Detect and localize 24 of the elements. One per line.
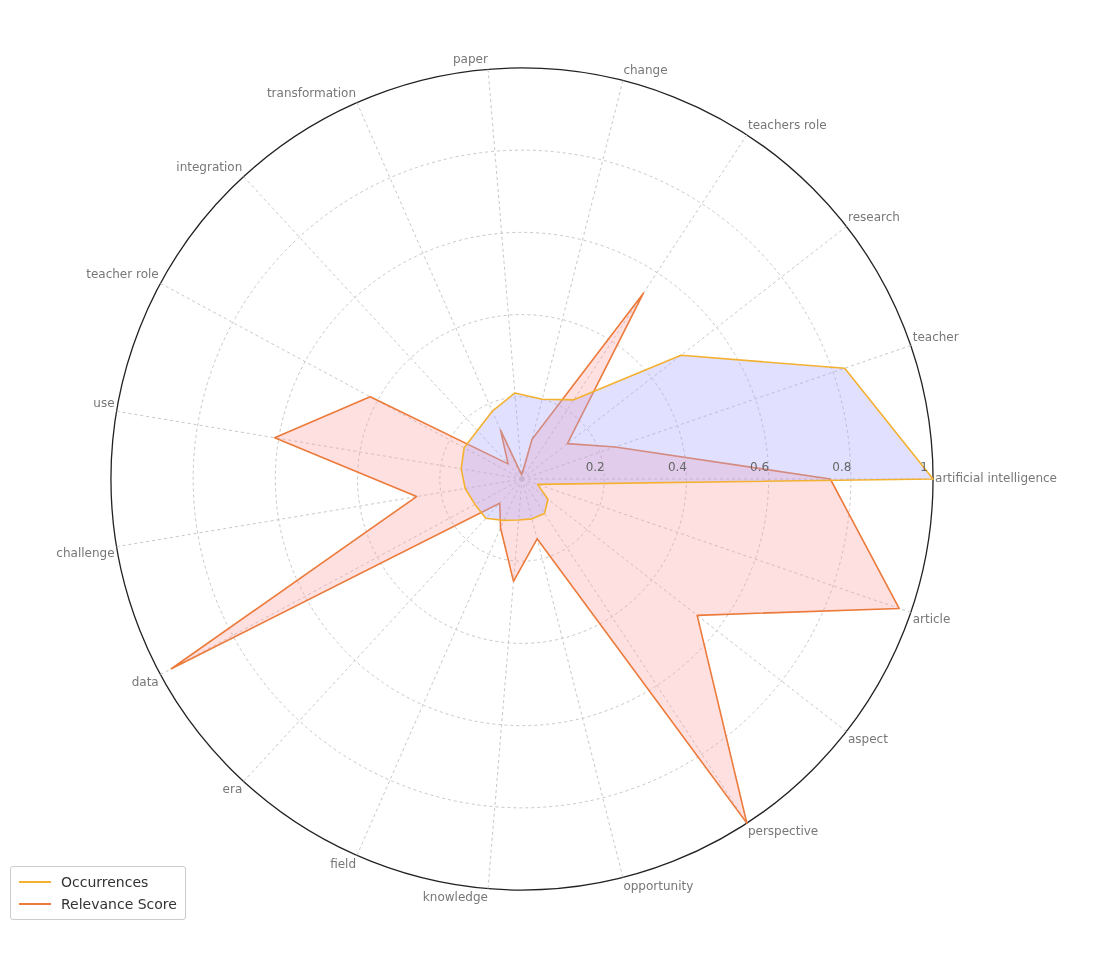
spoke-label: teachers role xyxy=(747,118,827,133)
spoke-label: use xyxy=(93,395,115,410)
spoke-label: field xyxy=(330,856,357,871)
spoke-label: article xyxy=(912,612,951,627)
spoke-label: paper xyxy=(452,52,488,67)
spoke-label: data xyxy=(131,674,159,689)
spoke-label: transformation xyxy=(266,85,357,100)
spoke-label: integration xyxy=(176,160,243,175)
y-tick-label: 0.8 xyxy=(832,460,852,475)
spoke-label: teacher role xyxy=(86,267,159,282)
spoke-label: change xyxy=(623,63,668,78)
spoke-label: artificial intelligence xyxy=(935,471,1057,486)
spoke-label: aspect xyxy=(847,732,889,747)
y-tick-label: 0.2 xyxy=(585,460,605,475)
spoke-label: perspective xyxy=(747,824,819,839)
legend-label: Occurrences xyxy=(61,873,149,892)
legend-label: Relevance Score xyxy=(61,895,177,914)
spoke-label: opportunity xyxy=(623,878,694,893)
y-tick-label: 0.4 xyxy=(667,460,687,475)
spoke-label: teacher xyxy=(912,329,959,344)
spoke-label: knowledge xyxy=(422,889,488,904)
spoke-label: challenge xyxy=(56,546,115,561)
spoke-label: research xyxy=(847,210,900,225)
spoke-label: era xyxy=(222,782,243,797)
